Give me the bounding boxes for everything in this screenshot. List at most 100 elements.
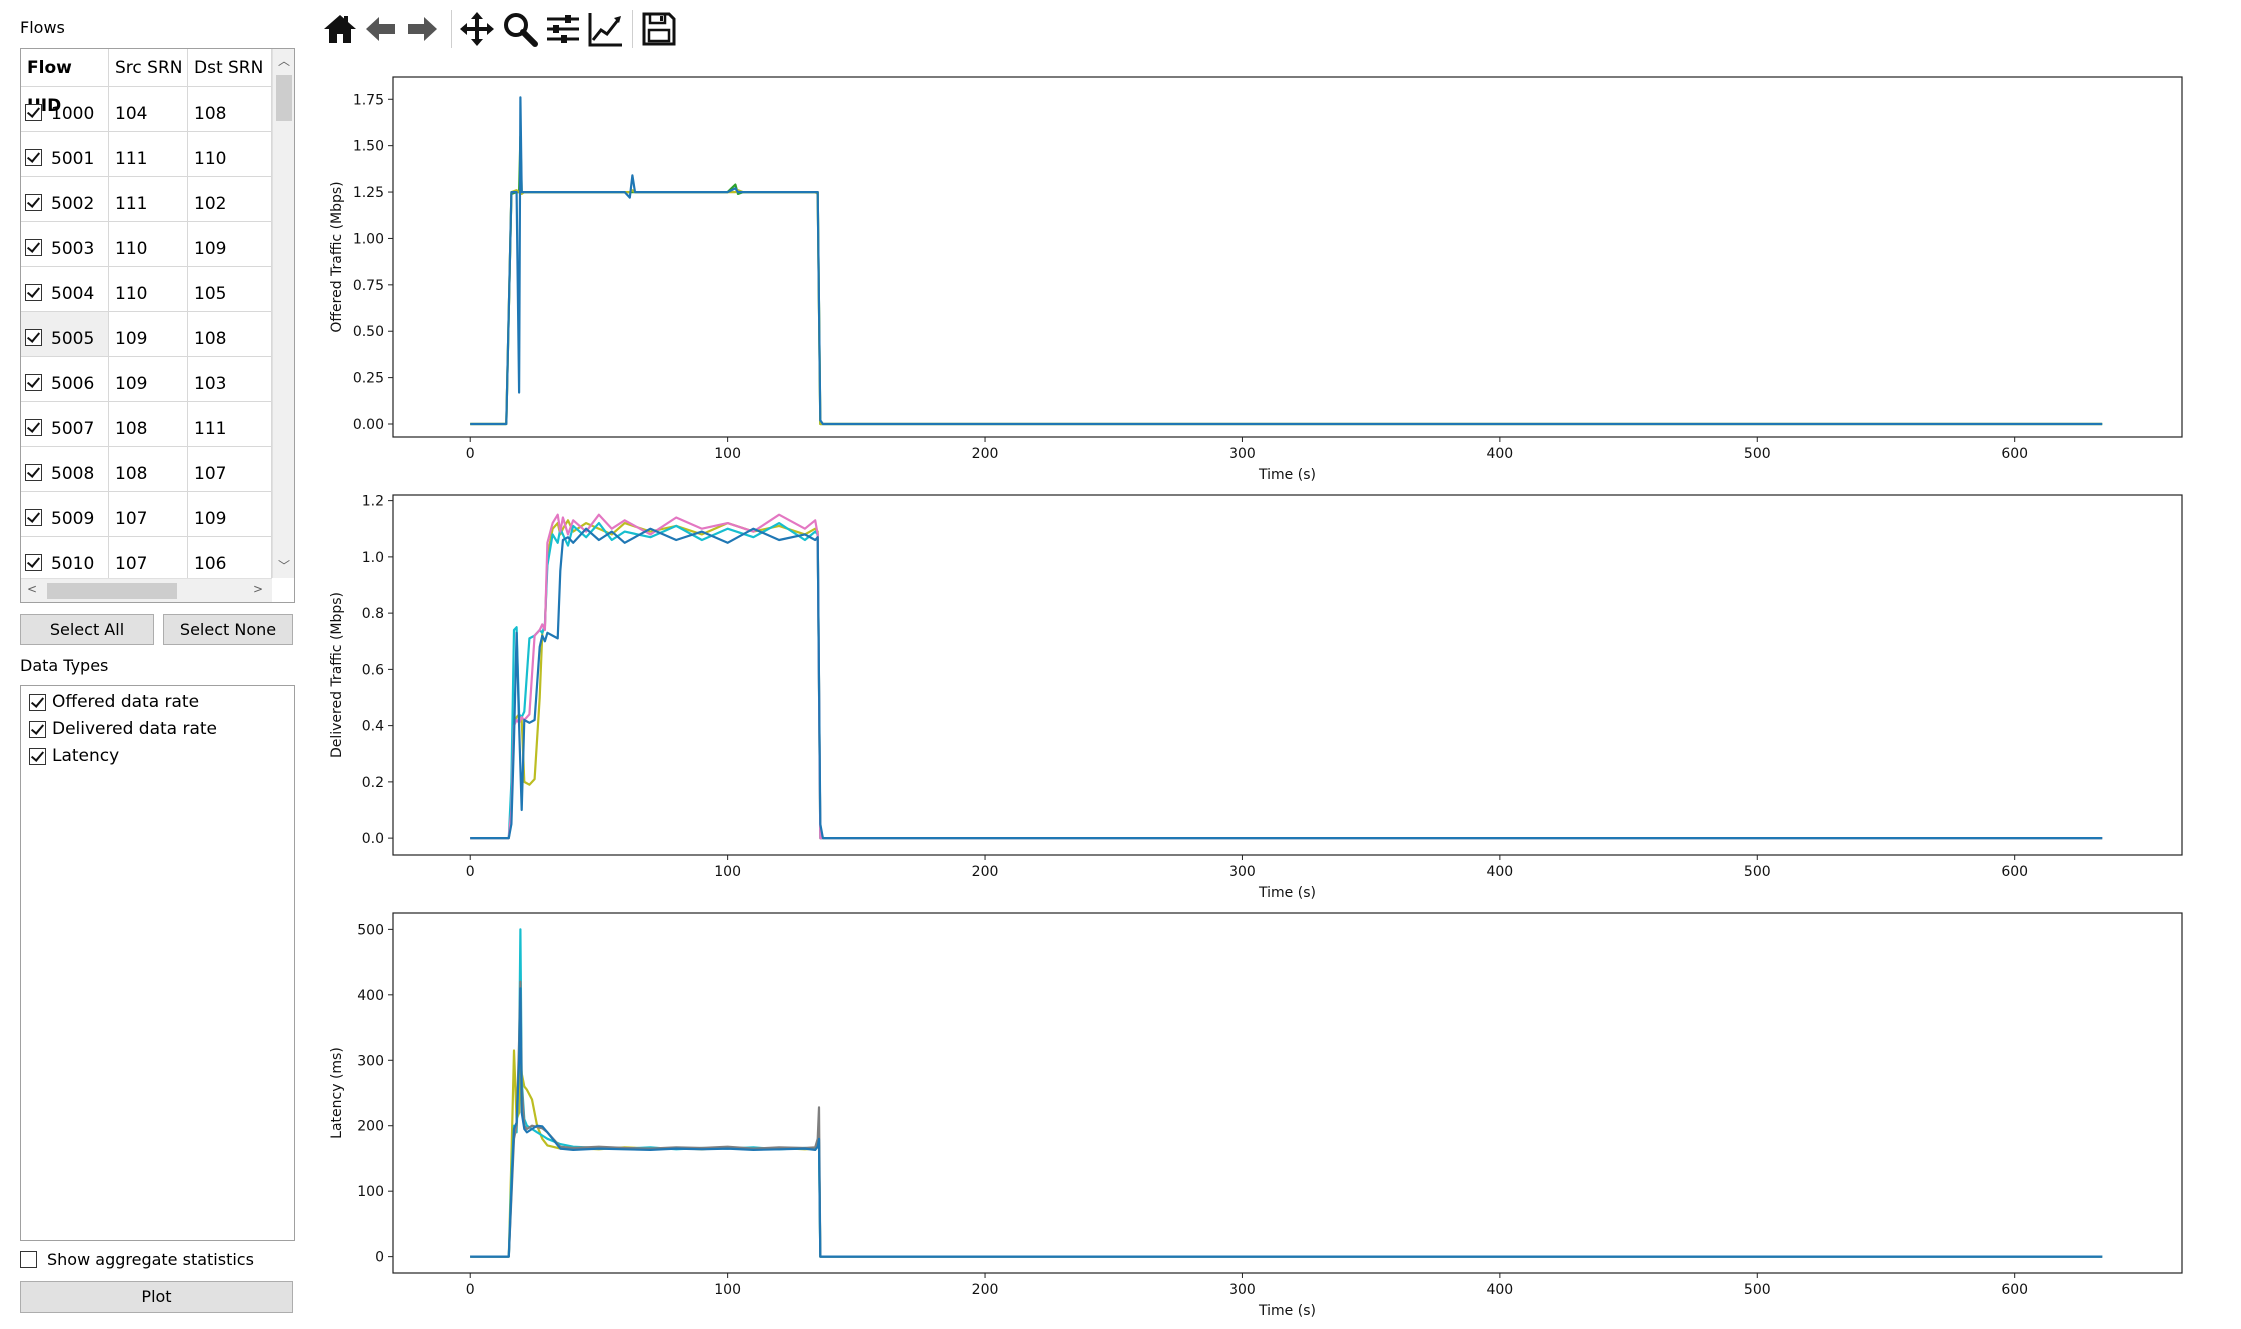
- axes-frame: [392, 912, 2183, 1274]
- offered-label: Offered data rate: [52, 692, 200, 712]
- dst-srn-cell: 108: [188, 312, 272, 357]
- flow-checkbox[interactable]: [25, 284, 42, 301]
- column-header-dst-srn[interactable]: Dst SRN: [188, 49, 272, 87]
- plot-figure: 0 100 200 300 400 500 6000.000.250.500.751.001…: [329, 76, 2183, 1319]
- flow-checkbox[interactable]: [25, 419, 42, 436]
- table-row[interactable]: 5009 107 109: [21, 492, 272, 537]
- flow-checkbox[interactable]: [25, 329, 42, 346]
- flow-uid: 5001: [51, 149, 95, 169]
- scroll-right-icon[interactable]: >: [253, 582, 264, 596]
- scroll-up-icon[interactable]: ︿: [278, 54, 291, 68]
- flow-checkbox[interactable]: [25, 149, 42, 166]
- x-axis-label: Time (s): [1258, 467, 1316, 483]
- aggregate-checkbox[interactable]: [20, 1251, 37, 1268]
- table-row[interactable]: 5004 110 105: [21, 267, 272, 312]
- vertical-scrollbar-thumb[interactable]: [276, 75, 292, 121]
- flow-checkbox[interactable]: [25, 374, 42, 391]
- zoom-icon[interactable]: [501, 10, 539, 48]
- y-tick-label: 0.00: [353, 417, 384, 433]
- x-tick-label: 300: [1229, 446, 1256, 462]
- table-row[interactable]: 5007 108 111: [21, 402, 272, 447]
- src-srn-cell: 108: [109, 402, 188, 447]
- flow-checkbox[interactable]: [25, 104, 42, 121]
- offered-checkbox[interactable]: [29, 694, 46, 711]
- table-row[interactable]: 5006 109 103: [21, 357, 272, 402]
- scroll-left-icon[interactable]: <: [27, 582, 38, 596]
- flow-uid: 5009: [51, 509, 95, 529]
- column-header-flow-uid[interactable]: Flow UID: [21, 49, 109, 116]
- x-tick-label: 400: [1486, 864, 1513, 880]
- src-srn-cell: 110: [109, 267, 188, 312]
- data-types-list[interactable]: Offered data rate Delivered data rate La…: [20, 685, 295, 1241]
- latency-checkbox[interactable]: [29, 748, 46, 765]
- table-row[interactable]: 5010 107 106: [21, 537, 272, 582]
- subplot-3: 0 100 200 300 400 500 600 0 100 200 300 400 500 Time …: [329, 912, 2183, 1319]
- table-row[interactable]: 5003 110 109: [21, 222, 272, 267]
- src-srn-cell: 109: [109, 357, 188, 402]
- select-none-button[interactable]: Select None: [163, 614, 293, 645]
- flow-uid-cell[interactable]: 5004: [21, 267, 109, 312]
- x-tick-label: 500: [1744, 864, 1771, 880]
- y-tick-label: 200: [357, 1119, 384, 1135]
- y-tick-label: 0.6: [362, 662, 384, 678]
- edit-axes-icon[interactable]: [587, 10, 625, 48]
- save-icon[interactable]: [640, 10, 678, 48]
- configure-subplots-icon[interactable]: [544, 10, 582, 48]
- vertical-scrollbar[interactable]: ︿ ﹀: [272, 49, 294, 578]
- flow-uid: 5002: [51, 194, 95, 214]
- y-tick-label: 0.75: [353, 278, 384, 294]
- src-srn-cell: 108: [109, 447, 188, 492]
- flow-checkbox[interactable]: [25, 509, 42, 526]
- flow-uid-cell[interactable]: 5003: [21, 222, 109, 267]
- delivered-checkbox[interactable]: [29, 721, 46, 738]
- x-tick-label: 500: [1744, 446, 1771, 462]
- src-srn-cell: 107: [109, 492, 188, 537]
- plot-button[interactable]: Plot: [20, 1281, 293, 1313]
- aggregate-label: Show aggregate statistics: [47, 1250, 254, 1269]
- column-header-src-srn[interactable]: Src SRN: [109, 49, 188, 87]
- back-icon[interactable]: [362, 10, 400, 48]
- flow-uid-cell[interactable]: 5010: [21, 537, 109, 582]
- x-tick-label: 100: [714, 864, 741, 880]
- flow-uid-cell[interactable]: 5001: [21, 132, 109, 177]
- x-tick-label: 0: [466, 446, 475, 462]
- flow-checkbox[interactable]: [25, 239, 42, 256]
- x-tick-label: 400: [1486, 1282, 1513, 1298]
- flow-uid: 5010: [51, 554, 95, 574]
- flow-checkbox[interactable]: [25, 554, 42, 571]
- flow-uid-cell[interactable]: 5007: [21, 402, 109, 447]
- table-row[interactable]: 5002 111 102: [21, 177, 272, 222]
- select-all-button[interactable]: Select All: [20, 614, 154, 645]
- table-row[interactable]: 5005 109 108: [21, 312, 272, 357]
- scroll-down-icon[interactable]: ﹀: [278, 559, 291, 573]
- flow-uid-cell[interactable]: 1000: [21, 87, 109, 132]
- pan-icon[interactable]: [458, 10, 496, 48]
- x-tick-label: 200: [972, 864, 999, 880]
- flow-uid-cell[interactable]: 5002: [21, 177, 109, 222]
- series-line: [470, 527, 2103, 840]
- y-axis-label: Delivered Traffic (Mbps): [329, 592, 345, 758]
- flows-table[interactable]: Flow UID Src SRN Dst SRN 1000 104 108 5001 1…: [20, 48, 295, 603]
- axes-frame: [392, 76, 2183, 438]
- horizontal-scrollbar[interactable]: < >: [21, 578, 272, 602]
- flow-uid-cell[interactable]: 5008: [21, 447, 109, 492]
- flow-uid-cell[interactable]: 5009: [21, 492, 109, 537]
- forward-icon[interactable]: [403, 10, 441, 48]
- y-tick-label: 0.25: [353, 371, 384, 387]
- y-tick-label: 1.25: [353, 185, 384, 201]
- horizontal-scrollbar-thumb[interactable]: [47, 583, 177, 599]
- flow-checkbox[interactable]: [25, 194, 42, 211]
- latency-label: Latency: [52, 746, 120, 766]
- flow-uid-cell[interactable]: 5005: [21, 312, 109, 357]
- dst-srn-cell: 109: [188, 222, 272, 267]
- series-line: [470, 96, 2103, 426]
- table-row[interactable]: 5001 111 110: [21, 132, 272, 177]
- table-row[interactable]: 5008 108 107: [21, 447, 272, 492]
- flow-checkbox[interactable]: [25, 464, 42, 481]
- series-line: [470, 987, 2103, 1258]
- src-srn-cell: 109: [109, 312, 188, 357]
- table-row[interactable]: 1000 104 108: [21, 87, 272, 132]
- home-icon[interactable]: [321, 10, 359, 48]
- flow-uid: 5008: [51, 464, 95, 484]
- flow-uid-cell[interactable]: 5006: [21, 357, 109, 402]
